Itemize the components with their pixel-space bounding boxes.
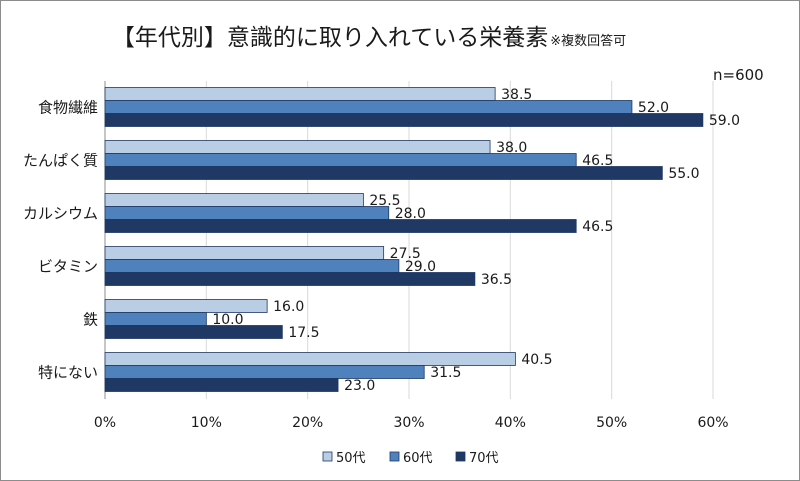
- bar-50代: [104, 299, 268, 313]
- legend-label: 70代: [469, 451, 499, 466]
- x-tick-label: 40%: [495, 415, 526, 431]
- x-tick-label: 30%: [393, 415, 424, 431]
- bar-50代: [104, 140, 491, 154]
- data-label: 16.0: [273, 299, 304, 315]
- bar-50代: [104, 193, 364, 207]
- data-label: 46.5: [582, 153, 613, 169]
- data-label: 25.5: [369, 193, 400, 209]
- bar-60代: [104, 259, 400, 273]
- bar-70代: [104, 378, 339, 392]
- x-tick-label: 20%: [292, 415, 323, 431]
- data-label: 36.5: [481, 272, 512, 288]
- data-label: 17.5: [288, 325, 319, 341]
- sample-size-label: n=600: [713, 66, 764, 84]
- bar-70代: [104, 113, 704, 127]
- x-tick-label: 60%: [697, 415, 728, 431]
- category-label: たんぱく質: [23, 152, 98, 170]
- gridlines: [104, 81, 714, 399]
- category-label: 鉄: [83, 311, 98, 329]
- legend-label: 50代: [336, 451, 366, 466]
- bar-60代: [104, 100, 633, 114]
- legend-swatch-60代: [389, 451, 400, 462]
- data-label: 38.5: [501, 87, 532, 103]
- x-tick-label: 0%: [94, 415, 116, 431]
- legend-label: 60代: [403, 451, 433, 466]
- data-label: 31.5: [430, 365, 461, 381]
- data-label: 52.0: [638, 100, 669, 116]
- category-label: 食物繊維: [38, 99, 98, 117]
- chart-subtitle: ※複数回答可: [550, 33, 626, 49]
- category-label: 特にない: [38, 364, 98, 382]
- data-label: 27.5: [390, 246, 421, 262]
- legend: 50代 60代 70代: [322, 451, 499, 466]
- x-tick-label: 10%: [191, 415, 222, 431]
- legend-swatch-70代: [455, 451, 466, 462]
- category-label: カルシウム: [23, 205, 98, 223]
- bar-50代: [104, 87, 496, 101]
- x-tick-labels: 0% 10% 20% 30% 40% 50% 60%: [94, 415, 729, 431]
- category-label: ビタミン: [38, 258, 98, 276]
- data-label: 23.0: [344, 378, 375, 394]
- bar-70代: [104, 219, 577, 233]
- bar-60代: [104, 206, 390, 220]
- bar-50代: [104, 352, 516, 366]
- data-labels: 38.5 52.0 59.0 38.0 46.5 55.0 25.528.0 46.5 27.5…: [212, 87, 740, 394]
- data-label: 40.5: [521, 352, 552, 368]
- bar-50代: [104, 246, 385, 260]
- bars: [104, 87, 704, 392]
- bar-70代: [104, 325, 283, 339]
- bar-70代: [104, 166, 663, 180]
- data-label: 55.0: [668, 166, 699, 182]
- data-label: 59.0: [709, 113, 740, 129]
- data-label: 29.0: [405, 259, 436, 275]
- bar-60代: [104, 312, 207, 326]
- legend-swatch-50代: [322, 451, 333, 462]
- data-label: 10.0: [212, 312, 243, 328]
- bar-70代: [104, 272, 476, 286]
- data-label: 28.0: [395, 206, 426, 222]
- chart-title: 【年代別】意識的に取り入れている栄養素 ※複数回答可: [112, 25, 626, 51]
- x-tick-label: 50%: [596, 415, 627, 431]
- data-label: 38.0: [496, 140, 527, 156]
- bar-60代: [104, 365, 425, 379]
- data-label: 46.5: [582, 219, 613, 235]
- chart-title-main: 【年代別】意識的に取り入れている栄養素: [112, 25, 548, 51]
